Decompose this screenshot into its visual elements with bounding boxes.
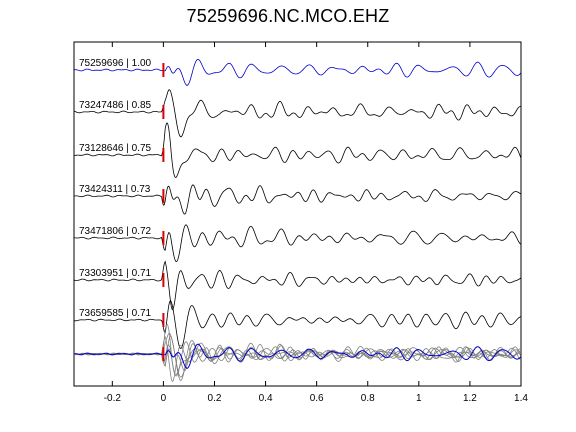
trace-label: 73247486 | 0.85 <box>79 100 152 111</box>
x-tick-label: 0.6 <box>310 393 324 404</box>
trace-label: 73659585 | 0.71 <box>79 308 152 319</box>
chart-title: 75259696.NC.MCO.EHZ <box>186 6 390 26</box>
x-tick-label: 0 <box>161 393 167 404</box>
trace-label: 73424311 | 0.73 <box>79 184 151 195</box>
trace-label: 75259696 | 1.00 <box>79 58 152 69</box>
trace-73247486 <box>73 89 521 138</box>
trace-73424311 <box>74 184 522 215</box>
x-tick-label: 1 <box>416 393 422 404</box>
overlay-trace <box>73 335 522 383</box>
x-tick-label: 1.4 <box>514 393 528 404</box>
x-tick-label: -0.2 <box>104 393 122 404</box>
trace-label: 73128646 | 0.75 <box>79 143 152 154</box>
trace-label: 73471806 | 0.72 <box>79 226 152 237</box>
axes-frame <box>73 41 522 387</box>
x-tick-label: 0.4 <box>259 393 273 404</box>
trace-label: 73303951 | 0.71 <box>79 268 152 279</box>
x-tick-label: 0.8 <box>361 393 375 404</box>
overlay-reference-trace <box>73 343 522 369</box>
trace-73128646 <box>73 122 522 178</box>
x-tick-label: 0.2 <box>208 393 222 404</box>
trace-73659585 <box>73 299 522 349</box>
trace-73471806 <box>74 224 522 262</box>
trace-73303951 <box>73 260 522 311</box>
x-tick-label: 1.2 <box>463 393 477 404</box>
overlay-trace <box>74 323 522 376</box>
trace-75259696 <box>73 58 522 86</box>
